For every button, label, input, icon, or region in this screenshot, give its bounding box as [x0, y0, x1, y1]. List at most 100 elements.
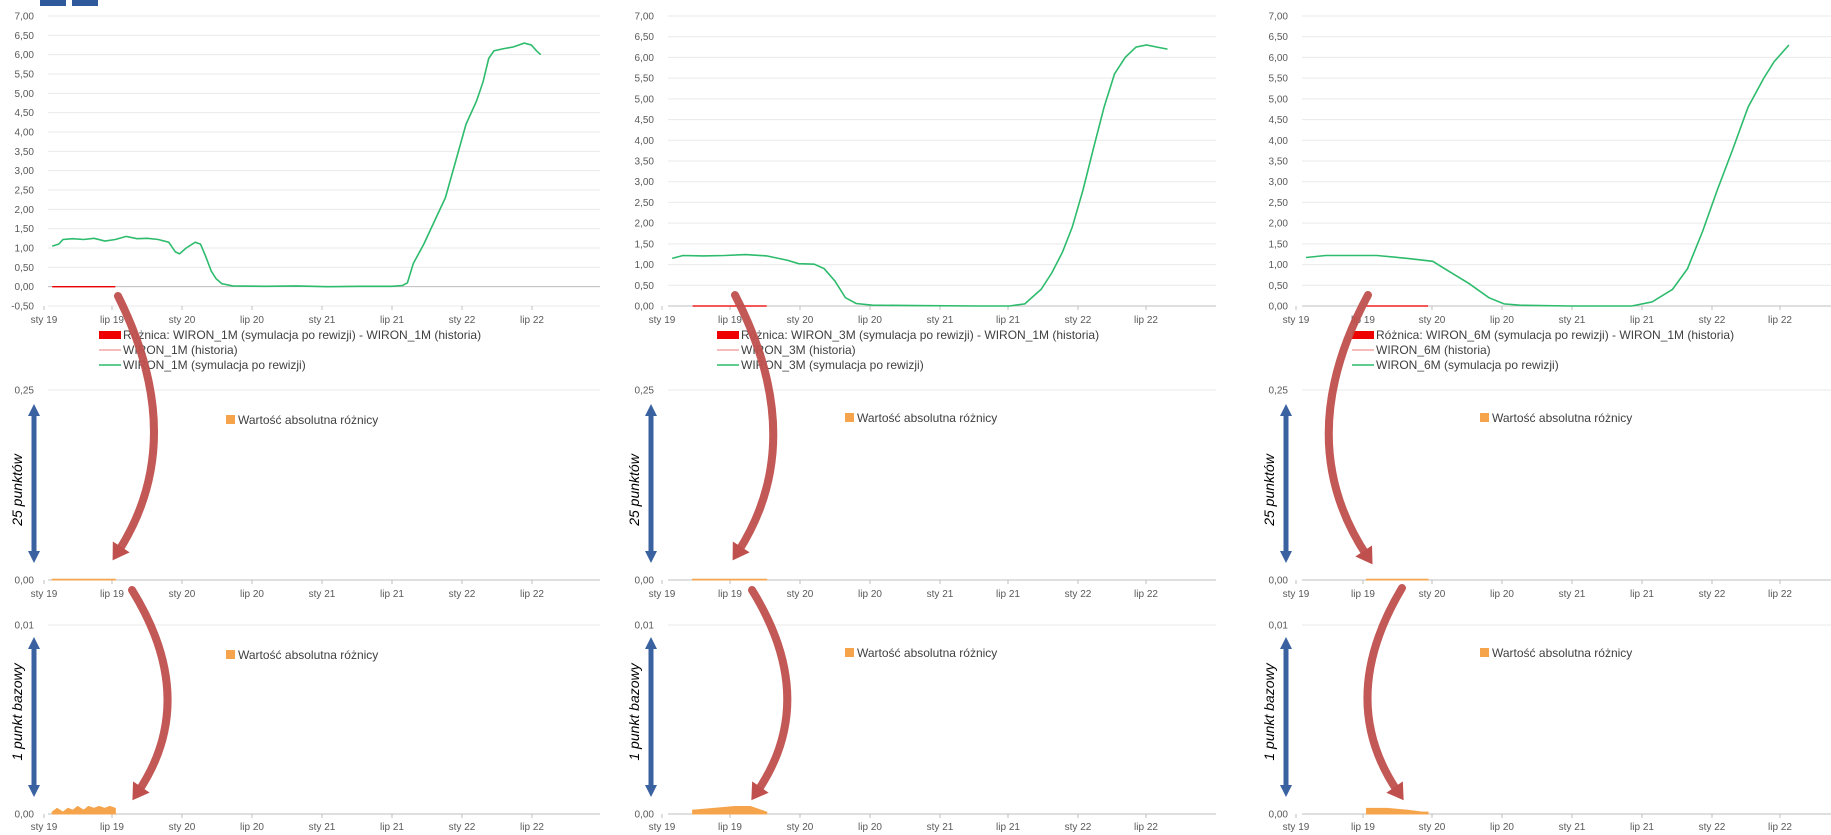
scale-label-1bp: 1 punkt bazowy: [9, 662, 25, 760]
legend-label: WIRON_6M (symulacja po rewizji): [1376, 358, 1559, 372]
x-tick-label: sty 21: [1559, 315, 1586, 326]
y-tick-label: 1,50: [1269, 239, 1289, 250]
x-tick-label: lip 21: [996, 822, 1020, 833]
y-tick-label: 5,50: [1269, 74, 1289, 85]
chart-col1-diff-25: 0,00 0,25 sty 19 lip 19 sty 20 lip 20 sty 21 li…: [15, 386, 600, 600]
x-tick-label: sty 19: [31, 315, 58, 326]
x-tick-label: sty 22: [1065, 822, 1092, 833]
legend-label: WIRON_1M (historia): [123, 343, 238, 357]
y-tick-label: -0,50: [11, 302, 34, 313]
y-tick-label: 6,50: [635, 32, 655, 43]
scale-label-25: 25 punktów: [1261, 453, 1277, 526]
legend-label: Wartość absolutna różnicy: [1492, 411, 1632, 425]
y-tick-label: 1,50: [635, 239, 655, 250]
legend-swatch: [845, 648, 854, 657]
y-tick-label: 0,00: [1269, 576, 1289, 587]
arrow-head: [645, 637, 657, 649]
legend-swatch: [1480, 413, 1489, 422]
scale-arrow-25: [645, 404, 657, 563]
legend-label: WIRON_3M (historia): [741, 343, 856, 357]
legend-label: WIRON_6M (historia): [1376, 343, 1491, 357]
x-tick-label: sty 21: [927, 315, 954, 326]
legend-label: Różnica: WIRON_6M (symulacja po rewizji)…: [1376, 328, 1734, 342]
x-tick-label: sty 21: [927, 589, 954, 600]
y-tick-label: 2,00: [15, 205, 35, 216]
y-tick-label: 4,00: [15, 128, 35, 139]
x-tick-label: sty 22: [1065, 589, 1092, 600]
arrow-head: [28, 551, 40, 563]
x-tick-label: lip 19: [1351, 822, 1375, 833]
y-tick-label: 6,50: [1269, 32, 1289, 43]
curve: [748, 586, 792, 796]
scale-label-1bp: 1 punkt bazowy: [1261, 662, 1277, 760]
y-tick-label: 3,00: [1269, 177, 1289, 188]
arrow-head: [645, 551, 657, 563]
x-tick-label: lip 20: [858, 589, 882, 600]
x-tick-label: sty 21: [927, 822, 954, 833]
chart-col1-diff-1bp: 0,00 0,01 sty 19 lip 19 sty 20 lip 20 sty 21 li…: [15, 621, 600, 833]
arrow-head: [645, 785, 657, 797]
x-tick-label: lip 21: [996, 589, 1020, 600]
series-line: [1305, 44, 1790, 307]
y-tick-label: 5,00: [635, 94, 655, 105]
x-tick-label: lip 21: [1630, 822, 1654, 833]
x-tick-label: lip 19: [100, 822, 124, 833]
y-tick-label: 0,25: [635, 386, 655, 397]
chart-col1-rates: -0,50 0,00 0,50 1,00 1,50 2,00 2,50 3,00 3,50 4,0…: [11, 12, 600, 372]
y-tick-label: 4,50: [1269, 115, 1289, 126]
y-tick-label: 0,50: [15, 263, 35, 274]
y-tick-label: 2,00: [635, 219, 655, 230]
arrow-head: [1355, 545, 1373, 565]
y-tick-label: 6,00: [1269, 53, 1289, 64]
x-tick-label: lip 19: [100, 315, 124, 326]
y-tick-label: 0,50: [1269, 281, 1289, 292]
y-tick-label: 5,50: [15, 70, 35, 81]
y-tick-label: 0,01: [635, 621, 655, 632]
x-tick-label: lip 22: [1134, 589, 1158, 600]
logo-mark-right: [72, 0, 98, 6]
zoom-arrow: [1363, 584, 1406, 801]
y-tick-label: 5,50: [635, 74, 655, 85]
y-tick-label: 2,50: [1269, 198, 1289, 209]
y-tick-label: 1,00: [1269, 260, 1289, 271]
curve: [731, 291, 778, 556]
logo: [40, 0, 100, 6]
series-line: [51, 42, 542, 288]
y-tick-label: 3,50: [15, 147, 35, 158]
arrow-head: [1280, 404, 1292, 416]
x-tick-label: lip 20: [240, 315, 264, 326]
y-tick-label: 3,50: [1269, 157, 1289, 168]
legend-label: Różnica: WIRON_3M (symulacja po rewizji)…: [741, 328, 1099, 342]
arrow-head: [732, 541, 750, 561]
x-tick-label: sty 20: [169, 315, 196, 326]
x-tick-label: sty 19: [31, 822, 58, 833]
legend-label: Wartość absolutna różnicy: [238, 413, 378, 427]
y-tick-label: 1,00: [635, 260, 655, 271]
chart-col3-rates: 0,00 0,50 1,00 1,50 2,00 2,50 3,00 3,50 4,00 4,50…: [1269, 12, 1831, 372]
x-tick-label: lip 19: [1351, 315, 1375, 326]
series-area: [1366, 578, 1429, 581]
arrow-head: [1280, 785, 1292, 797]
scale-arrow-25: [28, 404, 40, 563]
zoom-arrow: [748, 586, 792, 801]
x-tick-label: sty 19: [1283, 589, 1310, 600]
x-tick-label: sty 20: [787, 315, 814, 326]
scale-label-1bp: 1 punkt bazowy: [626, 662, 642, 760]
y-tick-label: 3,00: [635, 177, 655, 188]
arrow-head: [645, 404, 657, 416]
arrow-head: [1386, 781, 1404, 801]
y-tick-label: 0,00: [635, 810, 655, 821]
curve: [128, 586, 172, 796]
x-tick-label: lip 19: [1351, 589, 1375, 600]
y-tick-label: 4,50: [15, 108, 35, 119]
x-tick-label: lip 22: [1768, 822, 1792, 833]
legend-swatch: [1480, 648, 1489, 657]
y-tick-label: 4,00: [1269, 136, 1289, 147]
y-tick-label: 1,00: [15, 244, 35, 255]
arrow-head: [751, 781, 769, 801]
legend-swatch: [1352, 331, 1374, 339]
x-tick-label: sty 21: [309, 315, 336, 326]
y-tick-label: 5,00: [15, 89, 35, 100]
y-tick-label: 0,01: [15, 621, 35, 632]
